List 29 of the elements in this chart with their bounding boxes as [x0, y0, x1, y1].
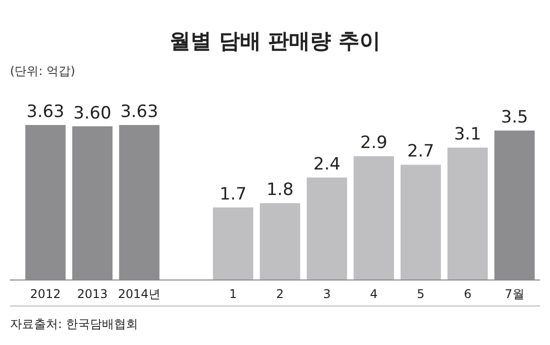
x-tick-label: 7월	[504, 287, 524, 301]
data-label: 1.7	[220, 184, 247, 204]
bar	[354, 156, 394, 280]
x-tick-label: 5	[416, 287, 425, 301]
chart-subtitle: (단위: 억갑)	[10, 64, 76, 78]
bar	[260, 203, 300, 280]
bar	[400, 164, 441, 280]
bar	[212, 207, 254, 280]
data-label: 2.9	[360, 133, 388, 154]
data-label: 3.63	[26, 102, 64, 122]
x-tick-label: 3	[323, 287, 331, 301]
x-tick-label: 2012	[30, 287, 61, 301]
data-label: 1.8	[266, 180, 294, 200]
bar	[447, 148, 488, 280]
chart-title: 월별 담배 판매량 추이	[170, 29, 380, 53]
data-label: 3.63	[120, 102, 158, 122]
x-tick-label: 2	[276, 287, 284, 301]
data-label: 3.60	[73, 103, 112, 124]
data-label: 3.5	[501, 108, 528, 128]
x-tick-label: 6	[464, 287, 472, 301]
x-tick-label: 2014년	[118, 287, 161, 301]
x-tick-label: 2013	[77, 287, 108, 301]
data-label: 2.4	[313, 154, 340, 175]
x-tick-label: 4	[370, 287, 378, 301]
text: 자료출처: 한국담배협회	[10, 317, 138, 331]
bar	[306, 178, 348, 280]
data-label: 2.7	[407, 142, 434, 162]
data-label: 3.1	[454, 124, 482, 145]
x-tick-label: 1	[229, 287, 237, 301]
